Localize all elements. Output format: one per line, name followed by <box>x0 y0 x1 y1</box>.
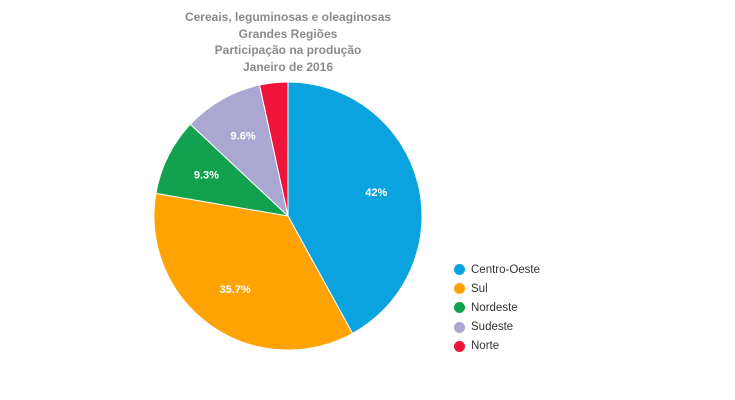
legend-swatch <box>454 302 465 314</box>
legend-label: Nordeste <box>471 301 518 314</box>
legend-label: Sudeste <box>471 321 514 334</box>
legend-label: Sul <box>471 282 488 295</box>
data-label-nordeste: 9.3% <box>194 169 219 181</box>
data-label-centro-oeste: 42% <box>365 187 387 199</box>
legend-swatch <box>454 321 465 333</box>
legend-item-sul[interactable]: Sul <box>454 279 540 298</box>
pie-slice-sul <box>153 192 354 351</box>
legend-swatch <box>454 264 465 276</box>
legend-swatch <box>454 340 465 352</box>
chart-title-line-3: Participação na produção <box>214 43 362 57</box>
legend-label: Norte <box>471 340 500 353</box>
pie-slice-norte <box>258 81 289 217</box>
pie-slice-centro-oeste <box>287 81 423 335</box>
legend-label: Centro-Oeste <box>471 263 541 276</box>
chart-title-line-4: Janeiro de 2016 <box>242 59 334 74</box>
legend-item-nordeste[interactable]: Nordeste <box>454 298 540 317</box>
legend-item-centro-oeste[interactable]: Centro-Oeste <box>454 260 540 279</box>
legend-swatch <box>454 283 465 295</box>
legend-item-sudeste[interactable]: Sudeste <box>454 318 540 337</box>
data-label-sudeste: 9.6% <box>231 131 256 143</box>
legend: Centro-Oeste Sul Nordeste Sudeste Norte <box>454 260 540 356</box>
chart-title-line-2: Grandes Regiões <box>238 26 338 41</box>
chart-title: Cereais, leguminosas e oleaginosas Grand… <box>0 9 576 75</box>
pie-slice-sudeste <box>189 84 289 218</box>
data-label-sul: 35.7% <box>219 284 250 296</box>
pie-slice-nordeste <box>155 123 290 217</box>
chart-title-line-1: Cereais, leguminosas e oleaginosas <box>184 10 392 24</box>
legend-item-norte[interactable]: Norte <box>454 337 540 356</box>
